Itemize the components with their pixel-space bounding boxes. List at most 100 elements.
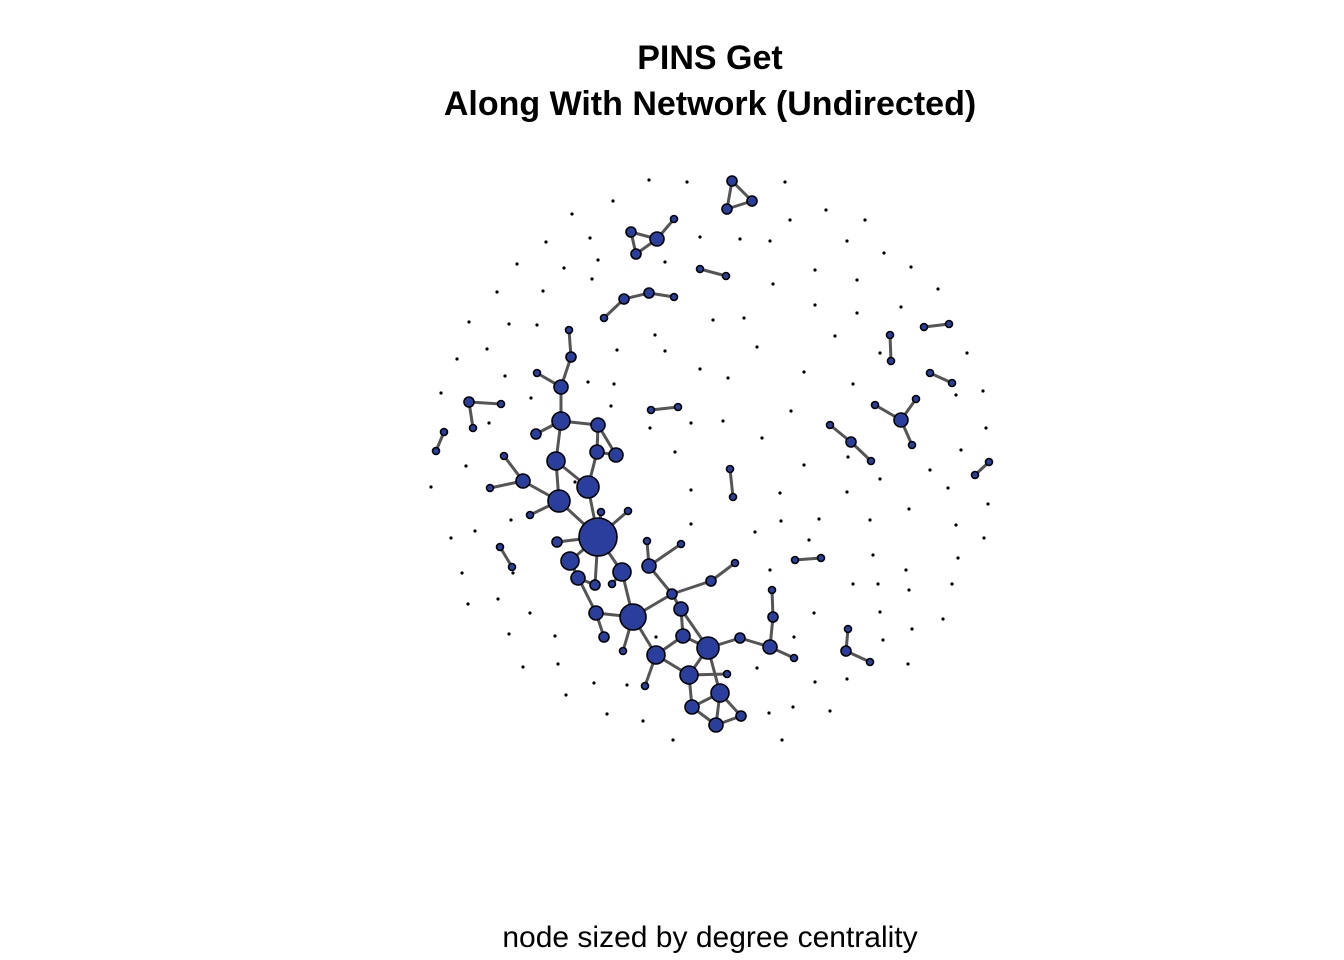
- isolated-node: [605, 712, 609, 716]
- isolated-node: [788, 218, 792, 222]
- network-node: [560, 551, 580, 571]
- isolated-node: [473, 529, 477, 533]
- isolated-node: [771, 282, 775, 286]
- isolated-node: [950, 582, 954, 586]
- network-node: [468, 423, 478, 433]
- isolated-node: [910, 627, 914, 631]
- isolated-node: [698, 367, 702, 371]
- network-node: [570, 570, 586, 586]
- isolated-node: [828, 709, 832, 713]
- isolated-node: [528, 611, 532, 615]
- isolated-node: [625, 683, 629, 687]
- network-node: [730, 558, 740, 568]
- isolated-node: [946, 486, 950, 490]
- network-node: [746, 195, 758, 207]
- isolated-node: [544, 240, 548, 244]
- isolated-node: [878, 477, 882, 481]
- network-node: [643, 287, 655, 299]
- network-node: [725, 464, 735, 474]
- isolated-node: [876, 582, 880, 586]
- isolated-node: [507, 632, 511, 636]
- network-node: [676, 539, 686, 549]
- isolated-node: [541, 289, 545, 293]
- isolated-node: [783, 180, 787, 184]
- isolated-node: [881, 638, 885, 642]
- isolated-node: [586, 380, 590, 384]
- isolated-nodes-layer: [429, 178, 990, 742]
- isolated-node: [495, 290, 499, 294]
- network-node: [790, 555, 800, 565]
- network-node: [721, 271, 731, 281]
- isolated-node: [521, 665, 525, 669]
- isolated-node: [596, 258, 600, 262]
- network-node: [463, 396, 475, 408]
- isolated-node: [907, 507, 911, 511]
- isolated-node: [780, 738, 784, 742]
- network-node: [885, 330, 895, 340]
- isolated-node: [689, 522, 693, 526]
- isolated-node: [663, 260, 667, 264]
- isolated-node: [641, 719, 645, 723]
- isolated-node: [464, 464, 468, 468]
- network-node: [589, 444, 605, 460]
- network-node: [735, 710, 747, 722]
- network-node: [845, 436, 857, 448]
- network-node: [515, 473, 531, 489]
- isolated-node: [487, 421, 491, 425]
- network-node: [684, 699, 700, 715]
- isolated-node: [878, 610, 882, 614]
- network-node: [641, 558, 657, 574]
- edge: [671, 579, 712, 596]
- isolated-node: [460, 571, 464, 575]
- network-node: [721, 203, 733, 215]
- network-node: [726, 175, 738, 187]
- network-node: [546, 451, 566, 471]
- isolated-node: [907, 588, 911, 592]
- edge: [728, 468, 735, 498]
- isolated-node: [556, 662, 560, 666]
- isolated-node: [742, 316, 746, 320]
- network-node: [642, 536, 652, 546]
- isolated-node: [726, 376, 730, 380]
- isolated-node: [685, 180, 689, 184]
- network-node: [507, 562, 517, 572]
- isolated-node: [612, 382, 616, 386]
- isolated-node: [959, 448, 963, 452]
- isolated-node: [573, 480, 577, 484]
- network-node: [618, 293, 630, 305]
- isolated-node: [768, 568, 772, 572]
- isolated-node: [503, 374, 507, 378]
- isolated-node: [738, 237, 742, 241]
- network-node: [907, 440, 917, 450]
- isolated-node: [721, 419, 725, 423]
- network-node: [608, 447, 624, 463]
- isolated-node: [671, 738, 675, 742]
- network-node: [646, 405, 656, 415]
- network-node: [679, 665, 699, 685]
- isolated-node: [845, 677, 849, 681]
- isolated-node: [768, 239, 772, 243]
- network-node: [947, 378, 957, 388]
- isolated-node: [906, 662, 910, 666]
- isolated-node: [615, 348, 619, 352]
- network-node: [551, 411, 571, 431]
- network-node: [734, 632, 746, 644]
- network-node: [619, 603, 647, 631]
- isolated-node: [663, 349, 667, 353]
- network-node: [669, 292, 679, 302]
- network-node: [911, 394, 921, 404]
- isolated-node: [986, 502, 990, 506]
- network-node: [525, 510, 535, 520]
- network-node: [789, 653, 799, 663]
- isolated-node: [813, 680, 817, 684]
- isolated-node: [846, 455, 850, 459]
- isolated-node: [807, 538, 811, 542]
- network-node: [551, 536, 563, 548]
- isolated-node: [429, 485, 433, 489]
- network-node: [843, 624, 853, 634]
- isolated-node: [590, 277, 594, 281]
- isolated-node: [956, 556, 960, 560]
- isolated-node: [868, 518, 872, 522]
- network-node: [675, 628, 691, 644]
- network-node: [649, 231, 665, 247]
